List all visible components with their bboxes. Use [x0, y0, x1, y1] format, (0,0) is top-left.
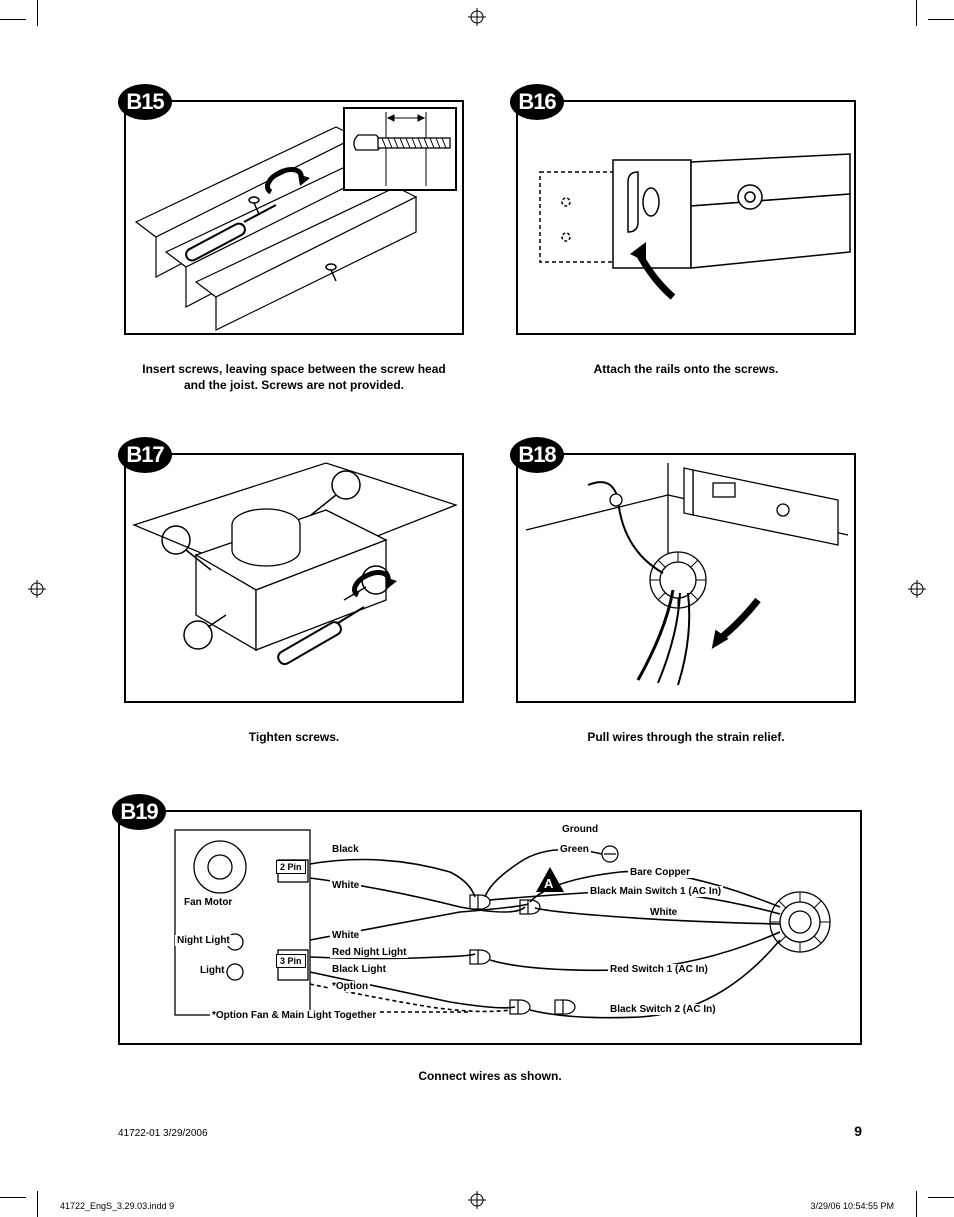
crop-mark: [37, 1191, 38, 1217]
page-number: 9: [854, 1123, 862, 1139]
doc-id: 41722-01 3/29/2006: [118, 1128, 208, 1139]
crop-mark: [928, 19, 954, 20]
caption-b16: Attach the rails onto the screws.: [594, 361, 779, 377]
registration-mark-icon: [28, 580, 46, 598]
step-b17: B17: [118, 453, 470, 745]
step-badge: B16: [510, 84, 564, 120]
print-slug: 41722_EngS_3.29.03.indd 9 3/29/06 10:54:…: [60, 1201, 894, 1211]
label-night-light: Night Light: [175, 935, 232, 946]
svg-text:A: A: [544, 876, 554, 891]
label-fan-motor: Fan Motor: [182, 897, 234, 908]
label-2pin: 2 Pin: [276, 860, 306, 874]
instruction-grid: B15: [118, 100, 862, 746]
crop-mark: [0, 1197, 26, 1198]
label-red-sw1: Red Switch 1 (AC In): [608, 964, 710, 975]
step-number: B18: [518, 442, 555, 468]
step-b19: B19: [118, 810, 862, 1083]
label-ground: Ground: [560, 824, 600, 835]
caption-b19: Connect wires as shown.: [118, 1069, 862, 1083]
label-bare: Bare Copper: [628, 867, 692, 878]
step-badge: B19: [112, 794, 166, 830]
label-red-nl: Red Night Light: [330, 947, 408, 958]
label-white: White: [330, 930, 361, 941]
label-option: *Option: [330, 981, 370, 992]
crop-mark: [0, 19, 26, 20]
caption-b18: Pull wires through the strain relief.: [587, 729, 784, 745]
label-black: Black: [330, 844, 361, 855]
caption-b17: Tighten screws.: [249, 729, 339, 745]
crop-mark: [916, 1191, 917, 1217]
step-number: B17: [126, 442, 163, 468]
crop-mark: [37, 0, 38, 26]
step-b15: B15: [118, 100, 470, 393]
label-light: Light: [198, 965, 226, 976]
figure-b15: B15: [124, 100, 464, 335]
step-number: B19: [120, 799, 157, 825]
diagram-b18: [518, 455, 854, 701]
figure-b17: B17: [124, 453, 464, 703]
caption-b15: Insert screws, leaving space between the…: [134, 361, 454, 393]
page-footer: 41722-01 3/29/2006 9: [118, 1123, 862, 1139]
step-number: B16: [518, 89, 555, 115]
diagram-b16: [518, 102, 854, 333]
label-option-note: *Option Fan & Main Light Together: [210, 1010, 378, 1021]
label-black-main: Black Main Switch 1 (AC In): [588, 886, 723, 897]
slug-timestamp: 3/29/06 10:54:55 PM: [810, 1201, 894, 1211]
step-badge: B15: [118, 84, 172, 120]
label-white: White: [648, 907, 679, 918]
diagram-b15: [126, 102, 462, 333]
crop-mark: [928, 1197, 954, 1198]
label-green: Green: [558, 844, 591, 855]
wiring-diagram: A: [120, 812, 860, 1043]
crop-mark: [916, 0, 917, 26]
figure-b19: B19: [118, 810, 862, 1045]
label-3pin: 3 Pin: [276, 954, 306, 968]
step-b18: B18: [510, 453, 862, 745]
step-b16: B16: [510, 100, 862, 393]
registration-mark-icon: [908, 580, 926, 598]
diagram-b17: [126, 455, 462, 701]
registration-mark-icon: [468, 8, 486, 26]
page-content: B15: [60, 40, 894, 1177]
figure-b18: B18: [516, 453, 856, 703]
label-black-sw2: Black Switch 2 (AC In): [608, 1004, 718, 1015]
slug-file: 41722_EngS_3.29.03.indd 9: [60, 1201, 174, 1211]
label-white: White: [330, 880, 361, 891]
step-number: B15: [126, 89, 163, 115]
figure-b16: B16: [516, 100, 856, 335]
label-black-l: Black Light: [330, 964, 388, 975]
